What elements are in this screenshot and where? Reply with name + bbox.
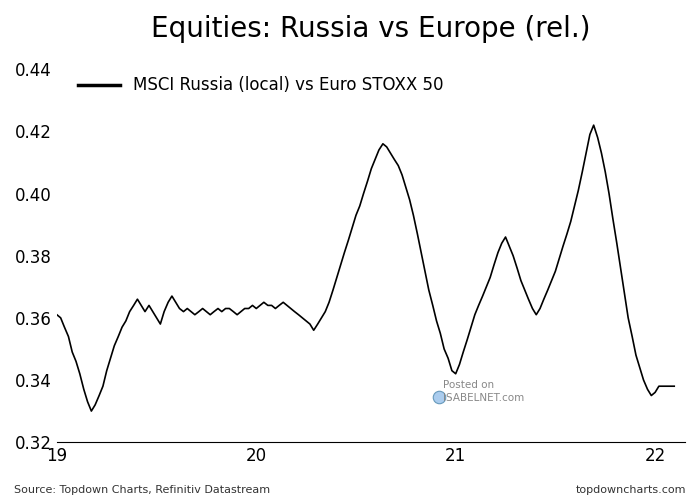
Legend: MSCI Russia (local) vs Euro STOXX 50: MSCI Russia (local) vs Euro STOXX 50 <box>71 70 450 101</box>
Text: topdowncharts.com: topdowncharts.com <box>575 485 686 495</box>
Title: Equities: Russia vs Europe (rel.): Equities: Russia vs Europe (rel.) <box>151 15 591 43</box>
Text: Posted on
ISABELNET.com: Posted on ISABELNET.com <box>443 380 524 404</box>
Text: Source: Topdown Charts, Refinitiv Datastream: Source: Topdown Charts, Refinitiv Datast… <box>14 485 270 495</box>
